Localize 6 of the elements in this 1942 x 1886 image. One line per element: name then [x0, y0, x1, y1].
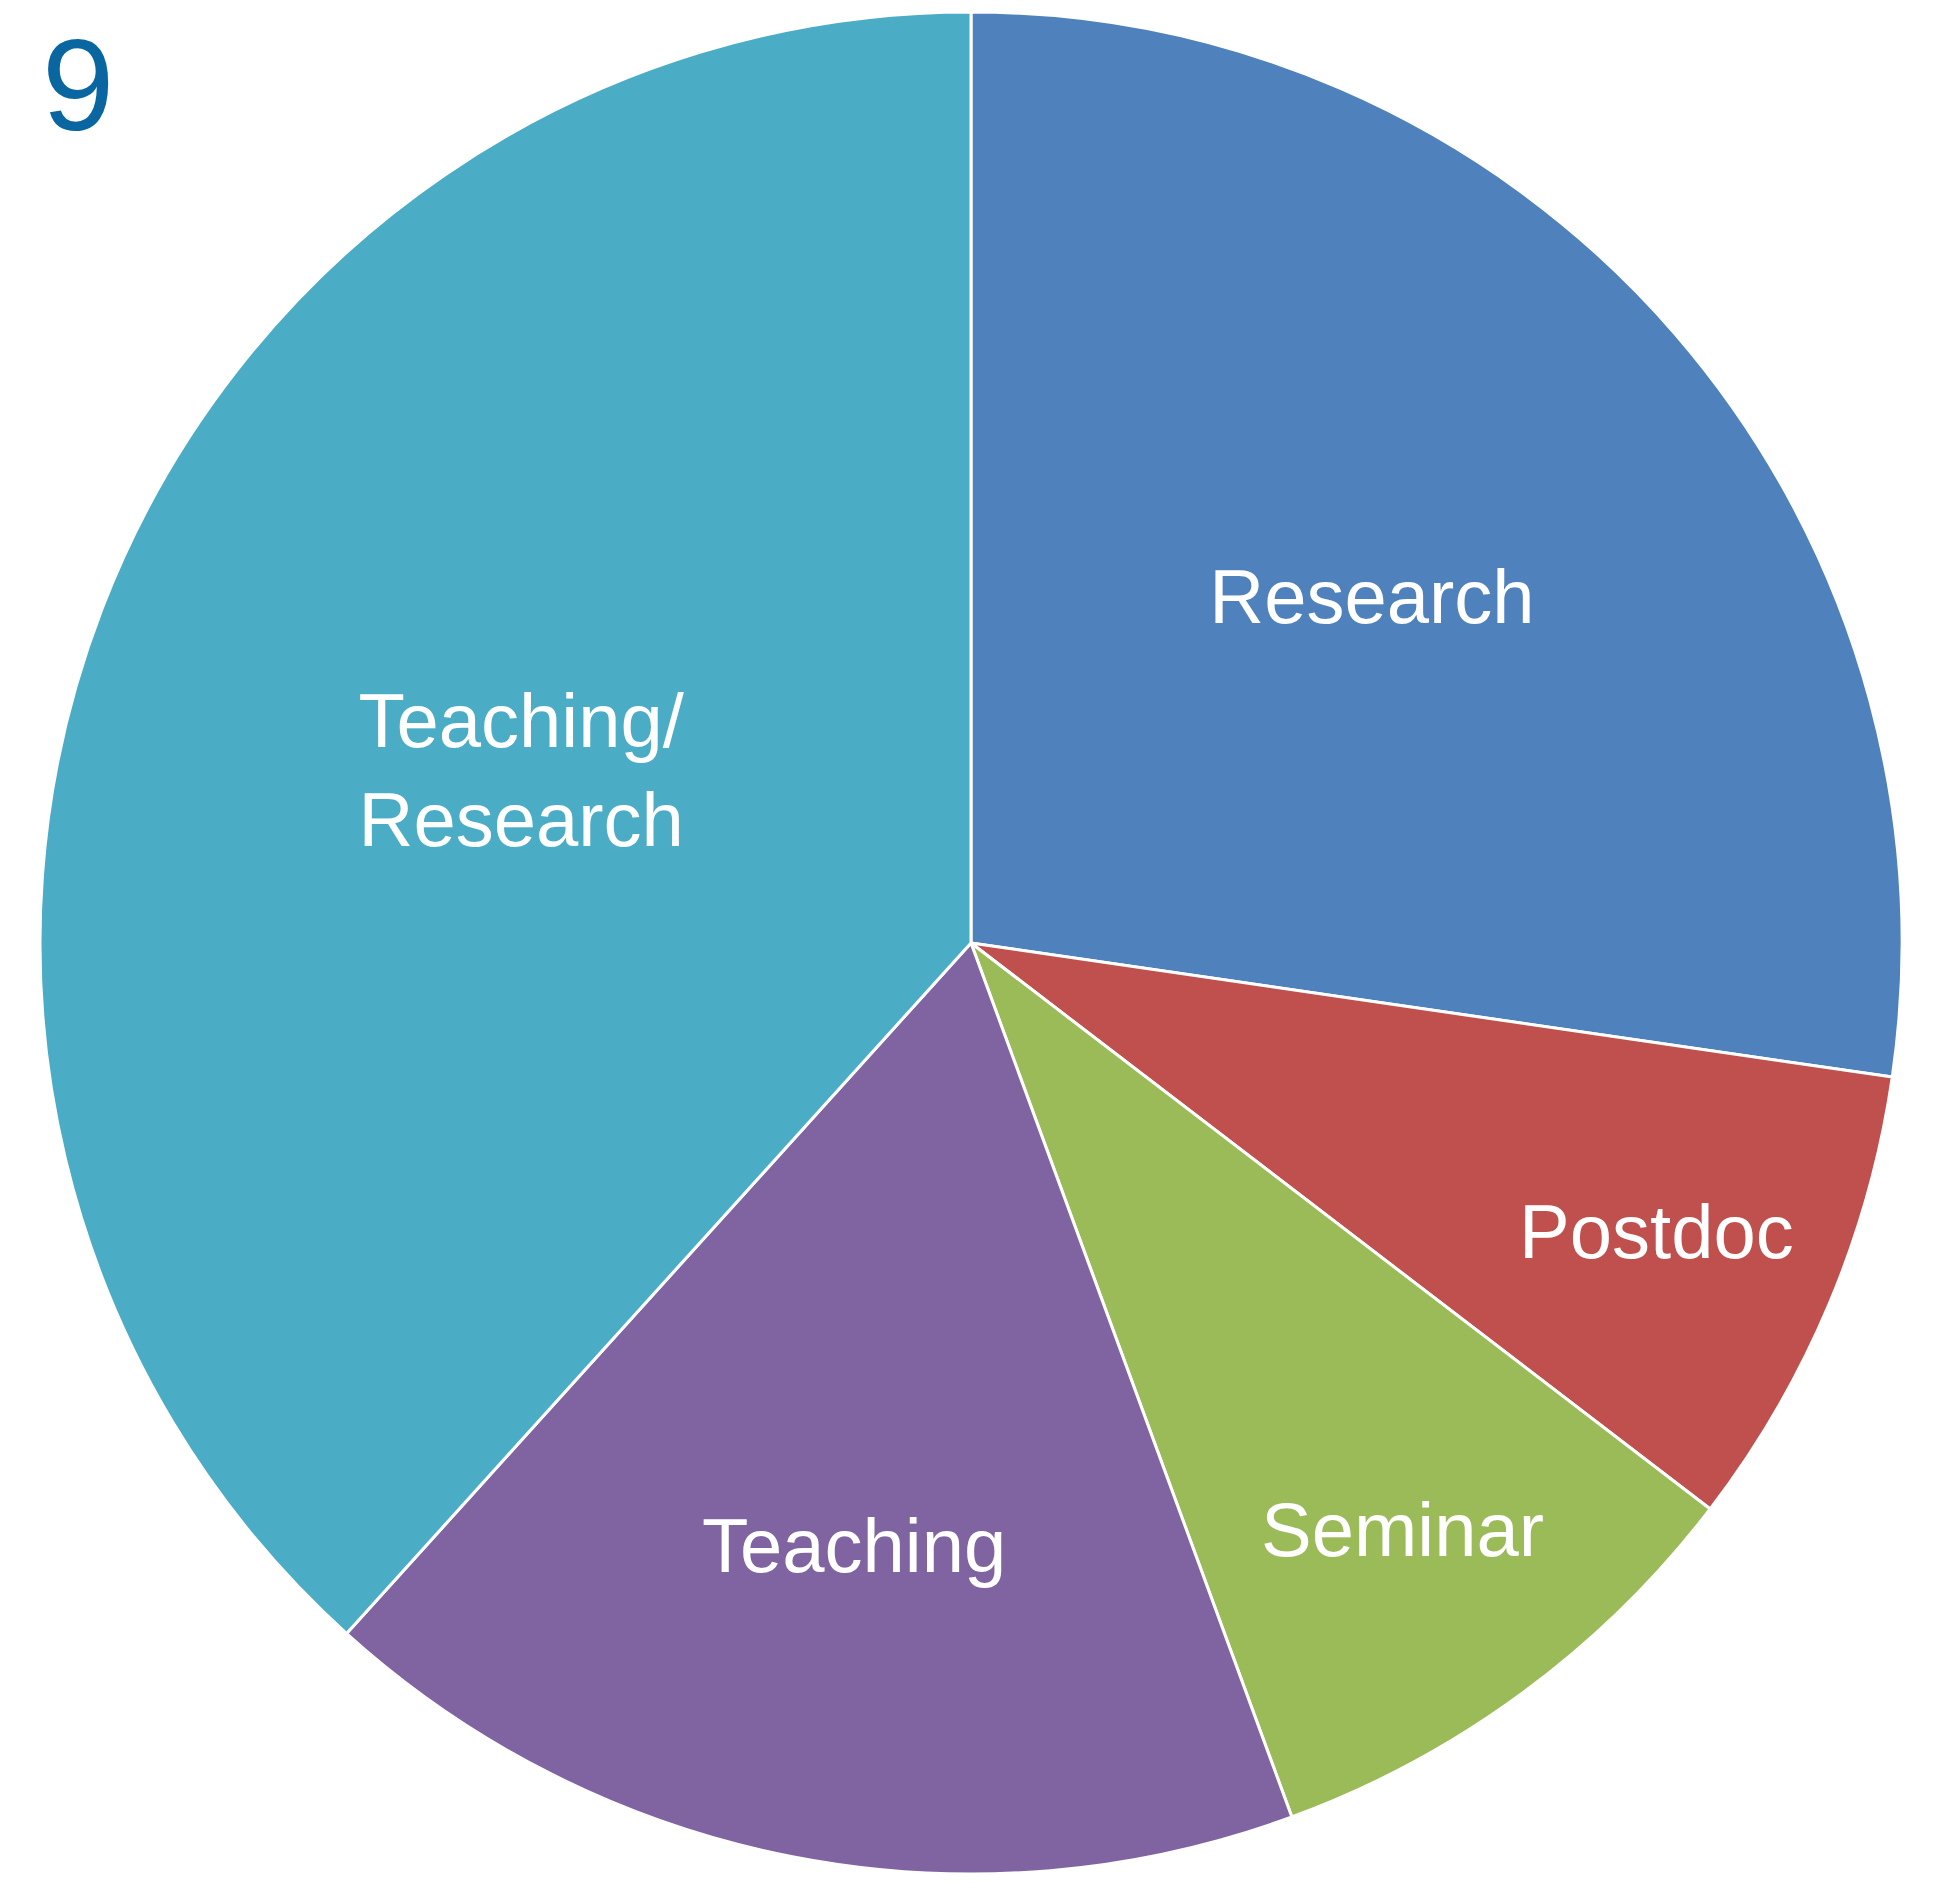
slice-label: Research: [1209, 553, 1535, 639]
slice-label: Teaching/ Research: [358, 678, 685, 862]
slice-label: Teaching: [702, 1502, 1007, 1588]
slice-label: Postdoc: [1519, 1189, 1794, 1275]
slice-label: Seminar: [1261, 1486, 1545, 1572]
text: 9: [42, 12, 115, 158]
